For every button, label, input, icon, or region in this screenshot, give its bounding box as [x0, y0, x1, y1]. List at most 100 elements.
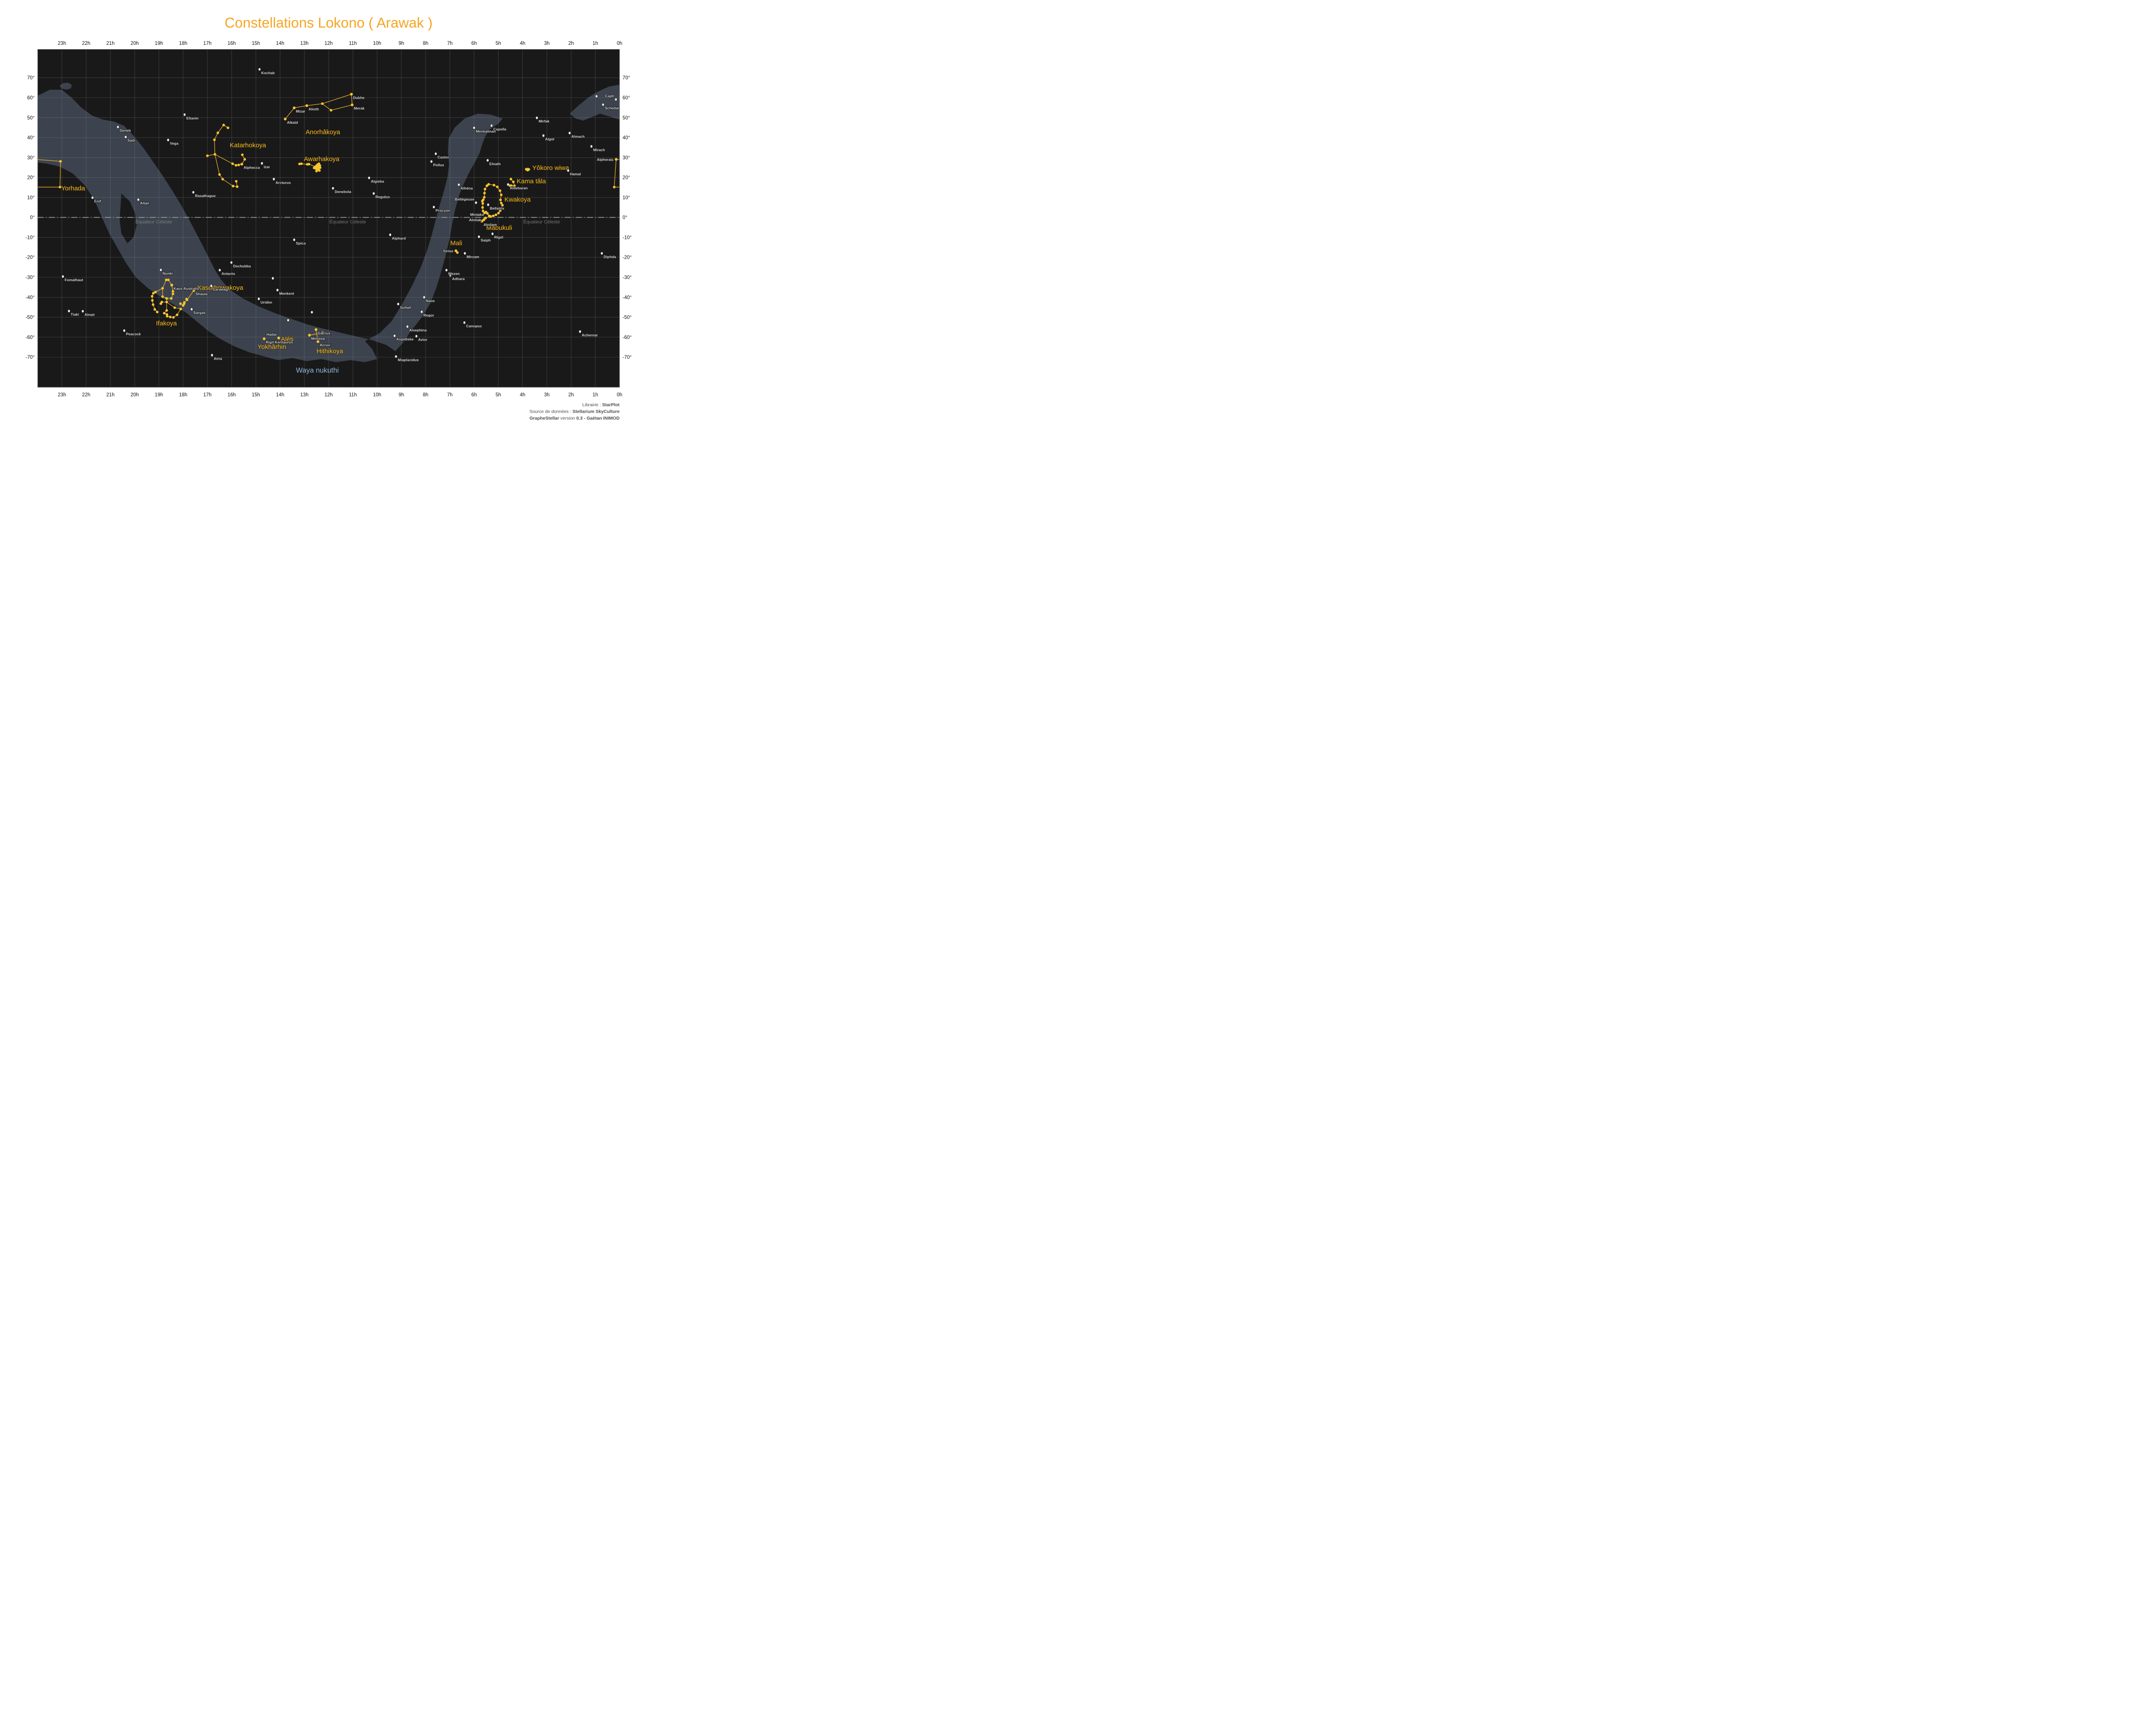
- ra-tick-bottom-4h: 4h: [520, 392, 526, 398]
- star-label-Sirius: Sirius: [443, 249, 454, 253]
- constellation-star: [231, 162, 234, 165]
- constellation-star: [222, 123, 225, 126]
- constellation-star: [483, 211, 486, 214]
- star-label-Elnath: Elnath: [489, 162, 501, 166]
- constellation-star: [500, 201, 503, 204]
- star-label-Caph: Caph: [605, 94, 614, 98]
- star-Menkalinan: [473, 126, 476, 130]
- star-Sadr: [124, 135, 127, 139]
- dec-tick-left--50°: -50°: [25, 315, 34, 320]
- star-Arcturus: [272, 177, 276, 181]
- ra-tick-bottom-9h: 9h: [398, 392, 404, 398]
- constellation-star: [179, 307, 182, 310]
- constellation-star: [221, 178, 224, 181]
- constellation-star: [150, 295, 154, 298]
- ra-tick-bottom-2h: 2h: [568, 392, 574, 398]
- constellation-star: [499, 198, 502, 201]
- ra-tick-top-19h: 19h: [155, 41, 163, 46]
- constellation-star-Hadar: [277, 336, 280, 339]
- star-label-Mirach: Mirach: [593, 147, 605, 152]
- star-Fomalhaut: [61, 275, 64, 278]
- constellation-star: [167, 279, 170, 282]
- ra-tick-top-13h: 13h: [300, 41, 308, 46]
- ra-tick-top-22h: 22h: [82, 41, 90, 46]
- constellation-star: [512, 180, 515, 183]
- star-Uridim: [257, 297, 260, 301]
- star-Nunki: [159, 268, 163, 272]
- constellation-star: [59, 185, 62, 188]
- constellation-line-Hithikoya: [309, 332, 323, 336]
- dec-tick-left--30°: -30°: [25, 275, 34, 280]
- constellation-star: [175, 314, 179, 317]
- ra-tick-bottom-7h: 7h: [447, 392, 453, 398]
- star-label-Algieba: Algieba: [371, 179, 384, 184]
- star-label-Mintaka: Mintaka: [470, 213, 484, 217]
- star-label-Dubhe: Dubhe: [353, 95, 365, 100]
- constellation-star: [241, 153, 244, 156]
- star-label-Mirzam: Mirzam: [467, 254, 479, 259]
- constellation-star: [218, 173, 221, 176]
- ra-tick-top-12h: 12h: [325, 41, 333, 46]
- dec-tick-right-20°: 20°: [623, 176, 630, 181]
- constellation-star: [235, 164, 238, 167]
- star-label-Kaus Australis: Kaus Australis: [173, 286, 199, 291]
- star-label-Alkaïd: Alkaïd: [287, 120, 298, 125]
- constellation-star: [495, 213, 498, 216]
- constellation-chart: Équateur Céleste Équateur Céleste Équateur…: [0, 0, 647, 431]
- constellation-star: [172, 292, 175, 295]
- star-label-Canopus: Canopus: [466, 324, 482, 328]
- dec-tick-right--10°: -10°: [623, 235, 632, 240]
- ra-tick-bottom-17h: 17h: [203, 392, 211, 398]
- dec-tick-right--40°: -40°: [623, 295, 632, 300]
- star-Wezen: [445, 268, 448, 272]
- milky-way-dark-rift: [119, 193, 137, 244]
- star-label-Suhaïl: Suhaïl: [400, 305, 411, 310]
- star-Deneb: [116, 125, 119, 129]
- constellation-star-Alnilam: [480, 220, 483, 223]
- star-label-Kochab: Kochab: [261, 71, 275, 75]
- milky-way-cassiopeia: [570, 85, 620, 121]
- ra-tick-bottom-12h: 12h: [325, 392, 333, 398]
- celestial-equator-label: Équateur Céleste: [135, 219, 172, 225]
- star-Dschubba: [230, 261, 233, 264]
- constellation-star: [613, 185, 616, 188]
- constellation-label-Yôkoro wiwa: Yôkoro wiwa: [532, 164, 569, 172]
- ra-tick-top-6h: 6h: [471, 41, 477, 46]
- constellation-label-Mali: Mali: [450, 239, 462, 247]
- star-label-Alnitak: Alnitak: [469, 218, 482, 222]
- constellation-star: [206, 154, 209, 157]
- star-Denebola: [332, 186, 335, 190]
- ra-tick-bottom-11h: 11h: [349, 392, 357, 398]
- constellation-star: [500, 193, 503, 196]
- star-Eltanin: [183, 113, 186, 116]
- constellation-star: [321, 331, 324, 334]
- star-label-Uridim: Uridim: [260, 300, 272, 304]
- star-Sargas: [190, 307, 193, 311]
- star-label-Eltanin: Eltanin: [186, 116, 198, 120]
- constellation-star: [156, 310, 159, 314]
- star-Vega: [166, 138, 169, 142]
- constellation-star: [321, 102, 324, 105]
- celestial-equator-label: Équateur Céleste: [523, 219, 560, 225]
- star-label-Avior: Avior: [418, 338, 428, 342]
- ra-tick-top-20h: 20h: [131, 41, 139, 46]
- star-label-Vega: Vega: [170, 141, 179, 146]
- constellation-star: [509, 178, 512, 181]
- dec-tick-right--50°: -50°: [623, 315, 632, 320]
- dec-tick-right-30°: 30°: [623, 155, 630, 160]
- constellation-label-Kasorhowakoya: Kasorhowakoya: [197, 284, 243, 292]
- constellation-star: [509, 184, 512, 187]
- star-label-Denebola: Denebola: [335, 190, 351, 194]
- constellation-star: [59, 160, 62, 163]
- ra-tick-bottom-13h: 13h: [300, 392, 308, 398]
- star-label-Capella: Capella: [493, 127, 507, 131]
- star-label-Menkent: Menkent: [279, 292, 294, 296]
- ra-tick-bottom-18h: 18h: [179, 392, 187, 398]
- star-Canopus: [463, 321, 466, 324]
- ra-tick-bottom-1h: 1h: [592, 392, 598, 398]
- ra-tick-bottom-21h: 21h: [106, 392, 114, 398]
- constellation-star: [163, 312, 166, 315]
- star-label-Alsephina: Alsephina: [409, 328, 427, 332]
- star-Diphda: [600, 251, 603, 255]
- constellation-star: [165, 297, 168, 300]
